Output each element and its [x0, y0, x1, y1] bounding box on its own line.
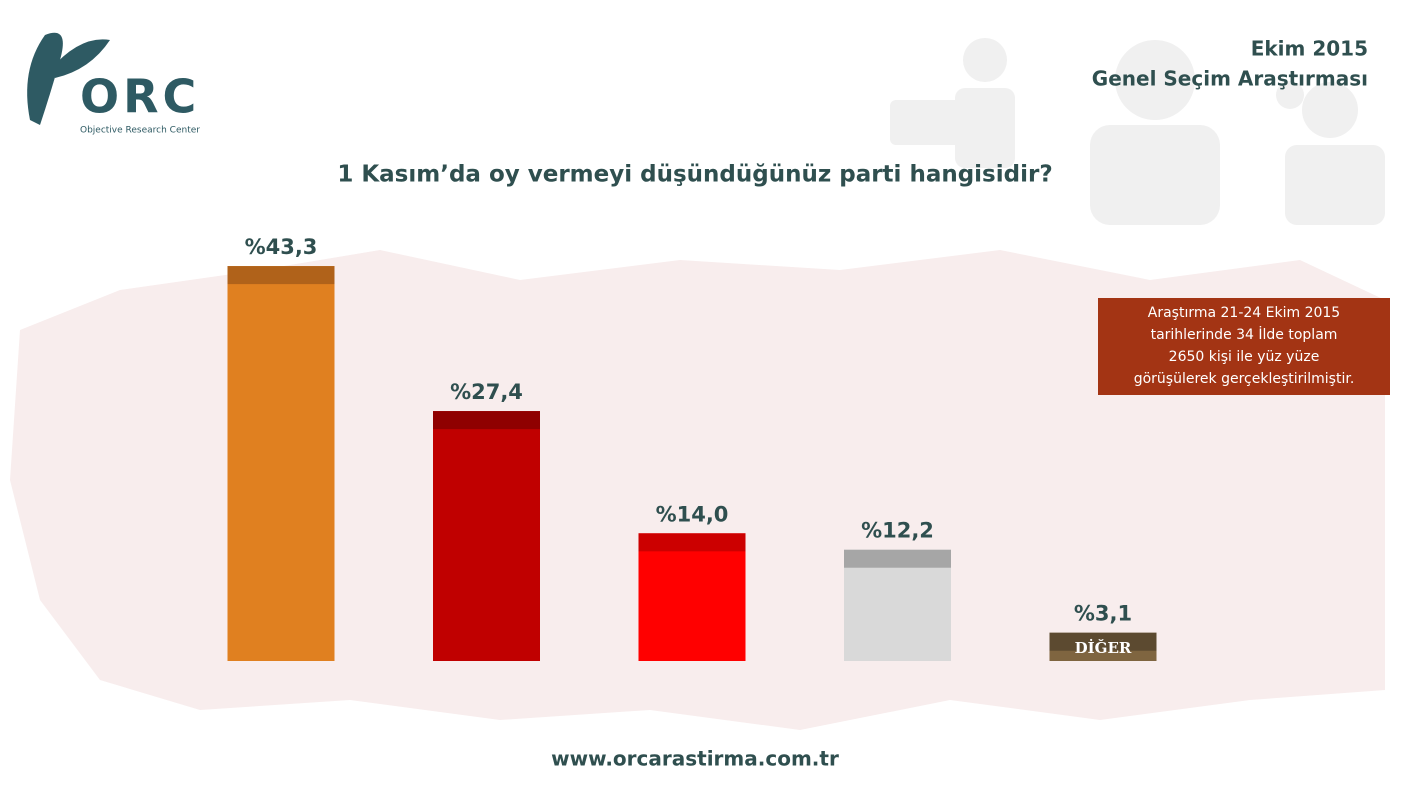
bar-cap: [227, 266, 335, 285]
category-label: DİĞER: [1075, 638, 1132, 657]
logo-subtitle: Objective Research Center: [80, 126, 200, 136]
bar-cap: [1049, 632, 1157, 651]
note-line: tarihlerinde 34 İlde toplam: [1151, 325, 1338, 343]
note-line: Araştırma 21-24 Ekim 2015: [1148, 305, 1340, 321]
bar: [227, 266, 335, 661]
bar-cap: [844, 549, 951, 568]
bar-cap: [433, 411, 540, 430]
value-label: %3,1: [1074, 602, 1132, 626]
background-map: [10, 250, 1385, 730]
background-icons: [890, 38, 1385, 225]
value-label: %43,3: [245, 235, 318, 259]
note: Araştırma 21-24 Ekim 2015 tarihlerinde 34…: [1134, 305, 1355, 387]
note-line: görüşülerek gerçekleştirilmiştir.: [1134, 371, 1355, 387]
logo-name: ORC: [80, 70, 200, 124]
note-box: [1098, 298, 1390, 395]
chart-title: 1 Kasım’da oy vermeyi düşündüğünüz parti…: [337, 162, 1052, 188]
bar-cap: [638, 533, 746, 552]
bar: [638, 533, 746, 661]
bar: [844, 549, 951, 661]
value-label: %14,0: [656, 502, 729, 526]
footer-url: www.orcarastirma.com.tr: [551, 747, 839, 771]
value-label: %27,4: [450, 380, 523, 404]
note-line: 2650 kişi ile yüz yüze: [1169, 349, 1320, 365]
value-label: %12,2: [861, 519, 934, 543]
bar: [433, 411, 540, 661]
header-date: Ekim 2015: [1251, 37, 1368, 61]
header-title: Genel Seçim Araştırması: [1092, 67, 1368, 91]
logo: ORC Objective Research Center: [27, 32, 200, 136]
bars: %43,3 %27,4 %14,0 %12,2 %3,1 DİĞER: [227, 235, 1157, 661]
